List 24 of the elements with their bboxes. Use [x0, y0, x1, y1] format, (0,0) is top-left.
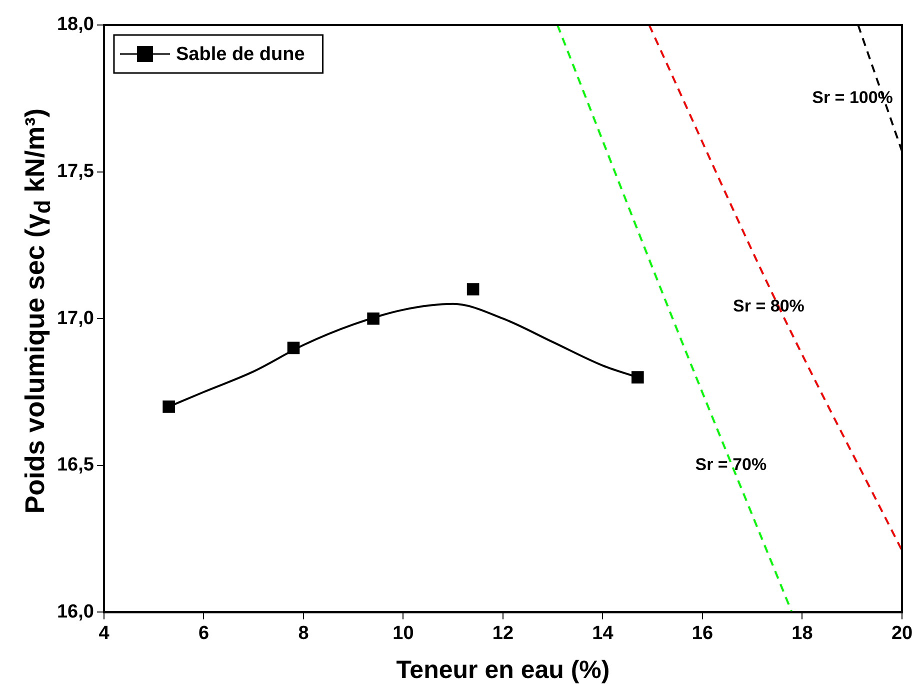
y-tick-label: 17,0 — [56, 308, 94, 329]
x-axis-title: Teneur en eau (%) — [396, 656, 610, 684]
x-tick-label: 12 — [492, 622, 514, 644]
annotation: Sr = 100% — [812, 88, 893, 108]
x-tick-label: 4 — [98, 622, 110, 644]
x-tick-label: 16 — [692, 622, 714, 644]
legend-label: Sable de dune — [176, 44, 305, 66]
x-tick-label: 14 — [592, 622, 614, 644]
x-tick-label: 6 — [198, 622, 210, 644]
point — [162, 400, 175, 413]
point — [466, 283, 480, 296]
point — [367, 312, 380, 325]
annotation: Sr = 70% — [695, 455, 767, 474]
x-tick-label: 10 — [392, 622, 414, 644]
point — [287, 342, 300, 354]
x-tick-label: 8 — [298, 622, 309, 644]
y-tick-label: 16,5 — [56, 454, 94, 476]
annotation: Sr = 80% — [733, 296, 804, 316]
y-tick-label: 18,0 — [56, 14, 94, 36]
y-tick-label: 17,5 — [56, 161, 94, 182]
x-tick-label: 18 — [792, 622, 813, 644]
point — [632, 371, 644, 384]
y-tick-label: 16,0 — [56, 601, 94, 622]
x-tick-label: 20 — [891, 622, 913, 644]
